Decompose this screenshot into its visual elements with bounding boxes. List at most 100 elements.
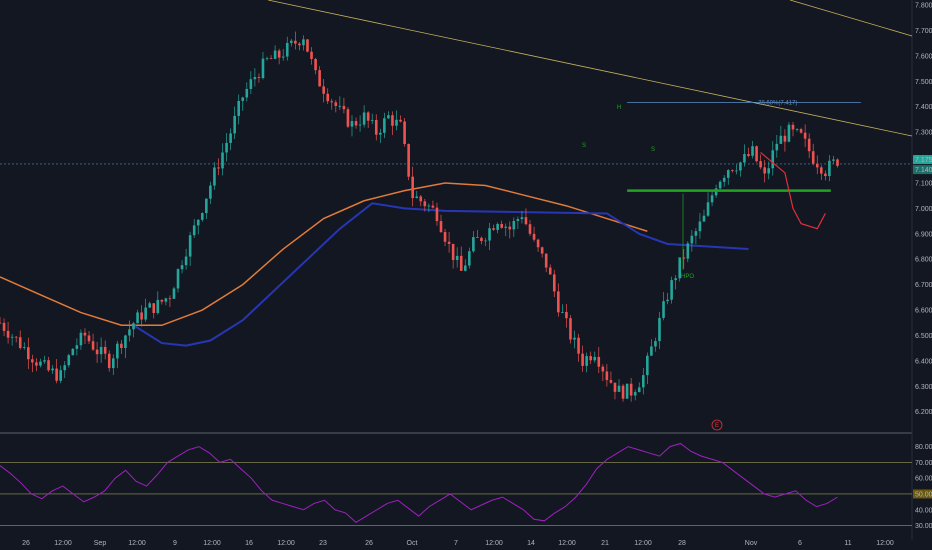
candle-body	[387, 115, 390, 119]
candle-body	[585, 356, 588, 366]
candle-body	[520, 217, 524, 220]
candle-body	[589, 356, 592, 361]
candle-body	[726, 170, 730, 178]
candle-body	[637, 387, 641, 393]
candle-body	[439, 221, 443, 233]
candle-body	[27, 347, 30, 360]
candle-body	[265, 58, 269, 60]
candle-body	[755, 146, 758, 162]
candle-body	[403, 121, 406, 145]
candle-body	[828, 160, 831, 177]
candle-body	[678, 257, 682, 279]
time-tick-label: Oct	[407, 540, 418, 547]
candle-body	[35, 362, 38, 366]
time-tick-label: 23	[319, 540, 327, 547]
candle-body	[257, 77, 261, 78]
candle-body	[67, 355, 71, 366]
candle-body	[209, 185, 212, 199]
candle-body	[18, 337, 22, 348]
candle-body	[379, 132, 382, 135]
event-marker[interactable]	[711, 419, 723, 431]
candle-body	[338, 105, 342, 107]
price-tick-label: 6.200	[915, 409, 932, 416]
candle-body	[613, 382, 617, 392]
time-tick-label: 12:00	[634, 540, 652, 547]
candle-body	[832, 159, 835, 161]
candle-body	[342, 105, 346, 110]
candle-body	[419, 196, 423, 202]
indicator-tick-label: 70.00	[915, 460, 932, 467]
candle-body	[824, 173, 827, 177]
time-tick-label: Nov	[745, 540, 758, 547]
candle-body	[281, 56, 285, 58]
candle-body	[593, 356, 597, 361]
time-tick-label: 26	[365, 540, 373, 547]
moving-average-fast	[132, 202, 749, 347]
candle-body	[213, 167, 216, 186]
candle-body	[820, 167, 823, 174]
candle-body	[609, 380, 613, 383]
candle-body	[156, 299, 160, 314]
candle-body	[152, 303, 156, 314]
candle-body	[565, 312, 568, 319]
candle-body	[759, 161, 762, 168]
candle-body	[763, 167, 766, 174]
candle-body	[120, 343, 123, 349]
candle-body	[172, 288, 176, 299]
candle-body	[47, 360, 50, 371]
candle-body	[71, 348, 75, 356]
candle-body	[488, 228, 491, 241]
time-tick-label: 26	[22, 540, 30, 547]
time-tick-label: 12:00	[485, 540, 503, 547]
left-shoulder-label: S	[582, 143, 586, 149]
candle-body	[411, 176, 414, 199]
candle-body	[79, 332, 83, 346]
candle-body	[735, 170, 738, 172]
candle-body	[641, 375, 645, 388]
candle-body	[200, 213, 204, 220]
indicator-tick-label: 40.00	[915, 507, 932, 514]
time-tick-label: 12:00	[54, 540, 72, 547]
candle-body	[350, 121, 354, 127]
candle-body	[160, 299, 164, 302]
candle-body	[504, 226, 508, 228]
candle-body	[294, 40, 297, 44]
price-tick-label: 6.700	[915, 282, 932, 289]
candle-body	[43, 360, 46, 362]
candle-body	[686, 243, 690, 259]
candle-body	[569, 318, 572, 340]
candle-body	[577, 337, 580, 354]
candle-body	[249, 79, 253, 89]
candle-body	[557, 291, 560, 313]
price-tick-label: 7.400	[915, 104, 932, 111]
candle-body	[31, 359, 34, 363]
candle-body	[87, 335, 91, 342]
candle-body	[326, 93, 330, 102]
time-tick-label: 12:00	[128, 540, 146, 547]
time-tick-label: 11	[844, 540, 851, 547]
candle-body	[306, 39, 309, 52]
candle-body	[136, 312, 139, 324]
candle-body	[63, 365, 67, 371]
candle-body	[799, 129, 803, 133]
candle-body	[500, 223, 503, 228]
candle-body	[803, 132, 807, 139]
candle-body	[508, 226, 512, 230]
candle-body	[459, 255, 463, 271]
indicator-value-badge	[913, 489, 932, 499]
candle-body	[666, 299, 669, 302]
candle-body	[573, 337, 576, 340]
candle-body	[807, 138, 811, 152]
candle-body	[731, 170, 734, 171]
candle-body	[743, 154, 746, 163]
candle-body	[103, 346, 107, 354]
candle-body	[722, 177, 726, 182]
time-axis[interactable]: 26 12:00 Sep 12:00 9 12:00 16 12:00 23 26 Oct 7 12:0…	[22, 540, 894, 547]
candle-body	[2, 322, 6, 331]
candle-body	[476, 237, 479, 238]
candle-body	[427, 205, 431, 207]
candle-body	[646, 355, 649, 376]
